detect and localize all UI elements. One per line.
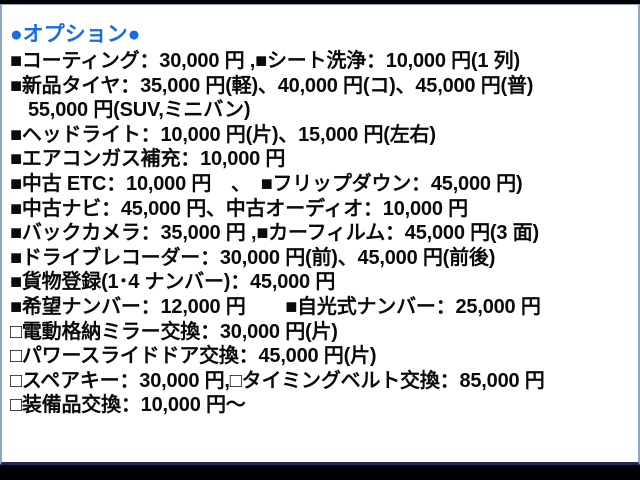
option-line-back-camera-car-film: ■バックカメラ：35,000 円 ,■カーフィルム：45,000 円(3 面) <box>10 222 539 245</box>
option-line-coating: ■コーティング：30,000 円 ,■シート洗浄：10,000 円(1 列) <box>10 50 520 72</box>
option-line-cargo-registration: ■貨物登録(1･4 ナンバー)：45,000 円 <box>10 271 336 294</box>
option-line-equipment-replacement: □装備品交換：10,000 円～ <box>10 394 246 417</box>
option-line-spare-key-timing-belt: □スペアキー：30,000 円,□タイミングベルト交換：85,000 円 <box>10 369 545 392</box>
option-line-drive-recorder: ■ドライブレコーダー：30,000 円(前)、45,000 円(前後) <box>10 246 496 269</box>
option-line-new-tires: ■新品タイヤ：35,000 円(軽)、40,000 円(コ)、45,000 円(… <box>10 74 534 97</box>
option-line-new-tires-continued: 55,000 円(SUV,ミニバン) <box>28 99 251 122</box>
option-line-headlight: ■ヘッドライト：10,000 円(片)、15,000 円(左右) <box>10 123 436 146</box>
option-list-content: ●オプション● ■コーティング：30,000 円 ,■シート洗浄：10,000 … <box>10 23 638 418</box>
page-title: ●オプション● <box>10 23 141 46</box>
option-line-aircon-gas-refill: ■エアコンガス補充：10,000 円 <box>10 148 286 171</box>
option-line-used-navi-audio: ■中古ナビ：45,000 円、中古オーディオ：10,000 円 <box>10 197 468 220</box>
option-line-used-etc-flipdown: ■中古 ETC：10,000 円 、 ■フリップダウン：45,000 円) <box>10 172 523 195</box>
option-line-electric-mirror-replacement: □電動格納ミラー交換：30,000 円(片) <box>10 320 338 343</box>
option-price-list-page: ●オプション● ■コーティング：30,000 円 ,■シート洗浄：10,000 … <box>0 4 640 465</box>
option-line-power-slide-door-replacement: □パワースライドドア交換：45,000 円(片) <box>10 345 377 368</box>
option-line-preferred-number-plate: ■希望ナンバー：12,000 円 ■自光式ナンバー：25,000 円 <box>10 295 541 318</box>
